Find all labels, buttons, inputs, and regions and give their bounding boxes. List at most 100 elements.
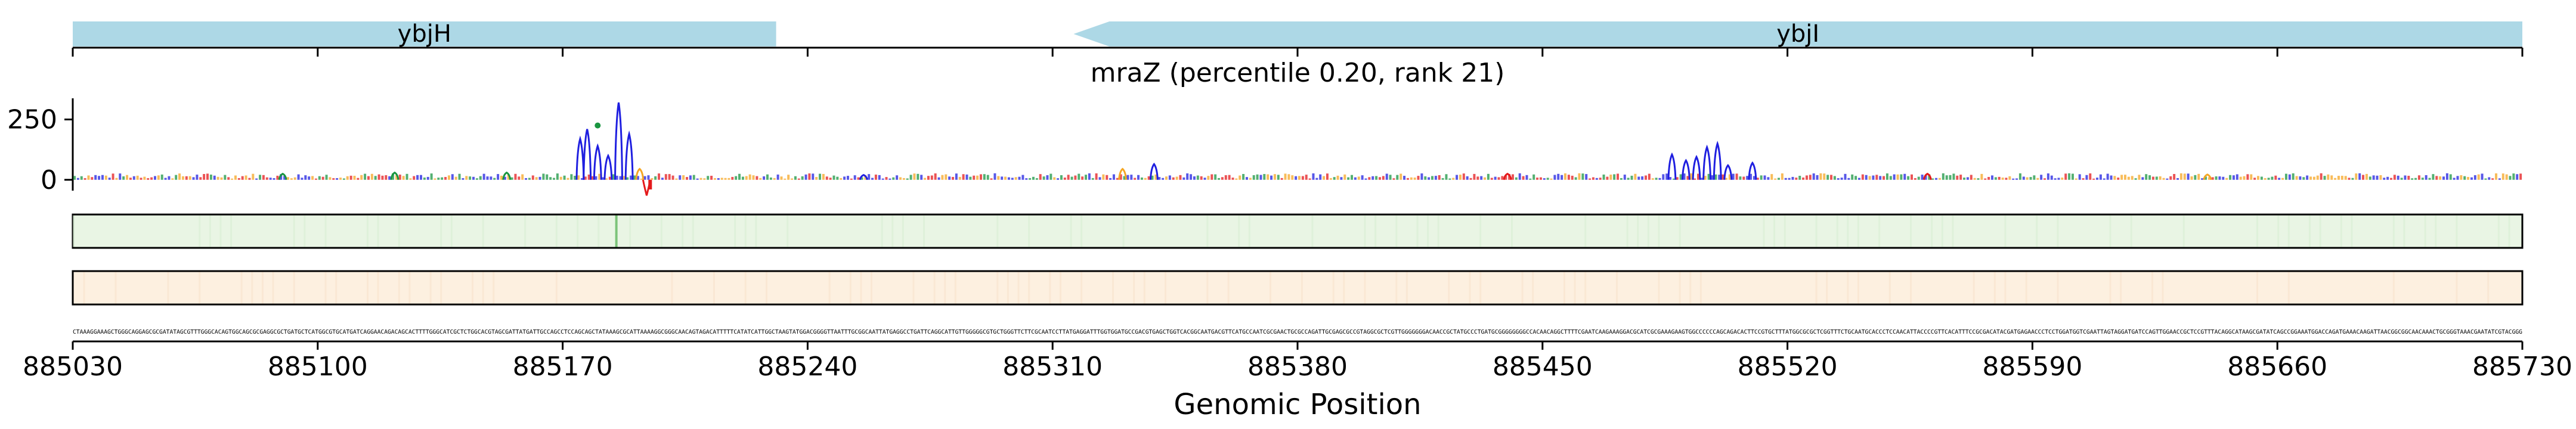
logo-letter [2340,175,2343,180]
logo-letter [1623,175,1626,180]
logo-letter [675,178,678,180]
logo-letter [682,175,685,180]
logo-letter [1651,178,1654,180]
logo-letter [1116,178,1119,180]
logo-letter [479,176,482,180]
heatmap-cell [1679,215,1681,247]
logo-letter [2445,173,2448,180]
logo-letter [1067,175,1070,180]
logo-letter [2085,175,2088,180]
heatmap-cell [1574,272,1576,304]
logo-peak [1118,167,1128,180]
logo-letter [2323,176,2326,180]
heatmap-cell [1448,272,1450,304]
logo-letter [1326,173,1329,180]
heatmap-cell [1301,272,1303,304]
logo-letter [584,176,587,180]
heatmap-cell [261,272,264,304]
heatmap-cell [408,272,411,304]
heatmap-cell [1952,215,1954,247]
logo-letter [115,178,118,180]
logo-letter [2183,173,2186,180]
logo-letter [1497,177,1500,180]
logo-letter [1683,173,1686,180]
heatmap-cell [1826,272,1828,304]
heatmap-cell [555,272,558,304]
heatmap-cell [2487,272,2490,304]
logo-letter [1134,178,1137,180]
logo-letter [1844,173,1847,180]
logo-letter [140,178,143,180]
logo-letter [2201,178,2204,180]
heatmap-cell [944,272,946,304]
logo-letter [595,176,597,180]
logo-letter [122,176,125,180]
logo-letter [1319,174,1322,180]
logo-letter [899,177,902,180]
logo-letter [1641,176,1644,180]
logo-letter [1277,175,1280,180]
logo-letter [2169,176,2172,180]
logo-letter [580,178,583,180]
logo-letter [993,173,996,180]
logo-letter [962,174,965,180]
logo-letter [1917,176,1920,180]
logo-letter [416,175,419,180]
heatmap-cell [2025,272,2027,304]
heatmap-cell [2130,215,2132,247]
logo-letter [2498,178,2501,180]
logo-letter [1417,176,1420,180]
logo-letter [2470,177,2473,180]
logo-letter [1473,173,1476,180]
logo-letter [1021,175,1024,180]
logo-letter [756,176,758,180]
logo-letter [808,173,811,180]
logo-letter [2001,178,2004,180]
logo-letter [1585,174,1588,180]
logo-letter [686,177,688,180]
logo-letter [413,176,416,180]
logo-letter [787,175,790,180]
logo-letter [1742,176,1745,180]
logo-letter [1819,173,1822,180]
logo-letter [1298,176,1301,180]
logo-letter [2397,175,2399,180]
logo-letter [1490,178,1493,180]
heatmap-cell [219,215,222,247]
logo-letter [349,175,352,180]
logo-letter [2120,175,2123,180]
logo-letter [1655,178,1658,180]
logo-letter [1357,176,1360,180]
logo-letter [1732,173,1735,180]
heatmap-cell [1028,272,1030,304]
logo-letter [2099,174,2102,180]
logo-letter [136,175,139,180]
logo-letter [1323,176,1326,180]
logo-letter [1753,176,1755,180]
logo-letter [1162,178,1165,180]
logo-letter [129,178,132,180]
logo-letter [336,178,339,180]
logo-letter [2194,175,2197,180]
logo-letter [1221,177,1224,180]
logo-letter [2428,178,2431,180]
logo-letter [2225,178,2228,180]
logo-letter [1504,175,1507,180]
logo-letter [2309,176,2312,180]
heatmap-cell [1584,272,1587,304]
logo-letter [1109,178,1112,180]
logo-letter [147,178,150,180]
logo-letter [1200,176,1203,180]
logo-letter [2330,175,2333,180]
logo-letter [1662,174,1665,180]
logo-letter [2046,173,2049,180]
logo-letter [2306,175,2309,180]
logo-letter [1389,175,1392,180]
logo-letter [671,175,674,180]
logo-letter [2393,175,2396,180]
logo-letter [874,175,877,180]
logo-letter [797,178,800,180]
logo-letter [846,176,849,180]
heatmap-cell [1206,215,1209,247]
logo-peak [1149,162,1159,180]
